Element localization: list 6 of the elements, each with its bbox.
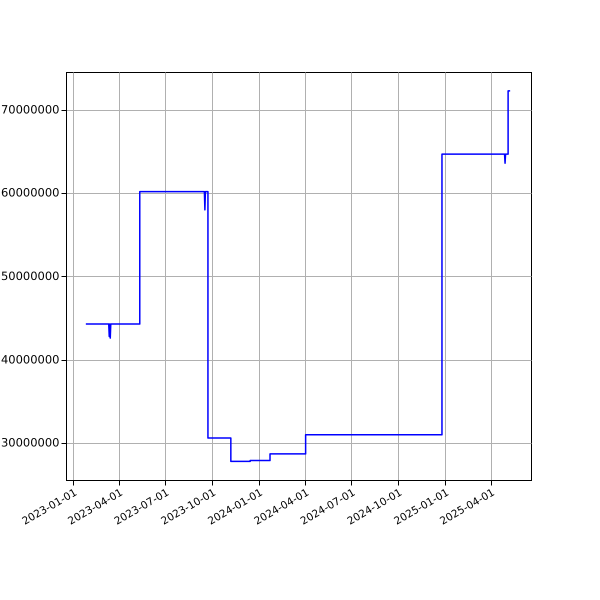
line-series — [85, 90, 511, 462]
y-tick-label: 50000000 — [0, 269, 60, 283]
y-tick-label: 60000000 — [0, 186, 60, 200]
y-tick-label: 70000000 — [0, 102, 60, 116]
y-tick-label: 40000000 — [0, 352, 60, 366]
y-tick-label: 30000000 — [0, 436, 60, 450]
